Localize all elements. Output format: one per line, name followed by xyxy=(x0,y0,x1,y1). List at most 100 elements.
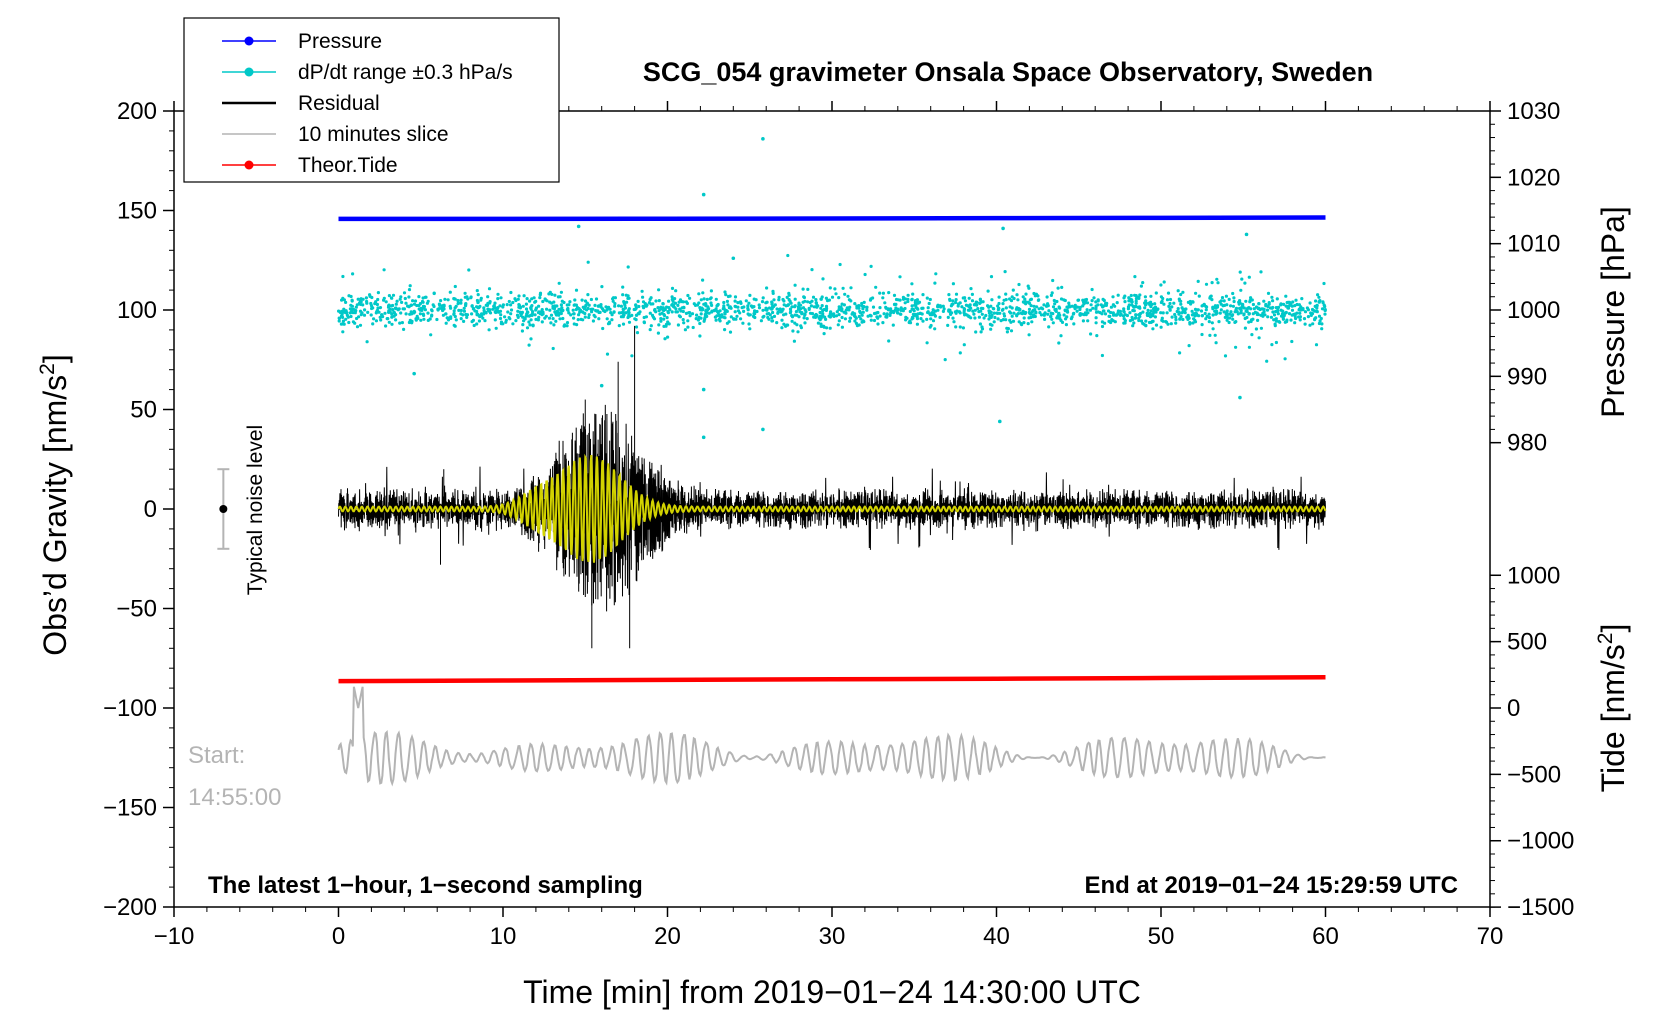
dpdt-point xyxy=(453,324,457,328)
dpdt-point xyxy=(423,295,427,299)
dpdt-point xyxy=(671,304,676,309)
dpdt-point xyxy=(392,311,396,315)
dpdt-point xyxy=(822,332,826,336)
dpdt-point xyxy=(1050,291,1054,295)
dpdt-point xyxy=(1299,308,1303,312)
dpdt-point xyxy=(1064,317,1068,321)
dpdt-point xyxy=(692,302,696,306)
dpdt-point xyxy=(906,297,910,301)
dpdt-point xyxy=(910,304,914,308)
dpdt-point xyxy=(1123,319,1127,323)
annotation-end-time: End at 2019−01−24 15:29:59 UTC xyxy=(1084,872,1458,899)
dpdt-point xyxy=(1136,305,1140,309)
dpdt-point xyxy=(1168,301,1172,306)
dpdt-point xyxy=(714,307,718,311)
dpdt-point xyxy=(742,305,746,309)
dpdt-point xyxy=(1148,311,1152,315)
dpdt-point xyxy=(1219,308,1223,312)
dpdt-point xyxy=(898,275,902,279)
dpdt-point xyxy=(896,311,900,315)
dpdt-point xyxy=(805,317,809,321)
dpdt-point xyxy=(373,302,377,306)
dpdt-point xyxy=(1012,311,1016,315)
series-dpdt xyxy=(337,137,1327,440)
dpdt-point xyxy=(1042,313,1046,317)
dpdt-point xyxy=(644,304,648,308)
dpdt-point xyxy=(775,321,779,325)
dpdt-point xyxy=(1101,305,1105,309)
dpdt-point xyxy=(1111,303,1115,307)
dpdt-point xyxy=(812,305,816,309)
dpdt-point xyxy=(1066,305,1070,309)
dpdt-point xyxy=(1314,343,1319,347)
dpdt-point xyxy=(969,306,973,310)
dpdt-point xyxy=(925,296,929,300)
dpdt-point xyxy=(884,314,889,318)
y-axis-title-gravity: Obs’d Gravity [nm/s2] xyxy=(36,354,73,656)
dpdt-point xyxy=(1180,306,1184,310)
dpdt-point xyxy=(1122,310,1126,314)
dpdt-point xyxy=(926,306,930,310)
dpdt-point xyxy=(494,310,498,315)
dpdt-point xyxy=(529,337,533,341)
dpdt-point xyxy=(951,302,955,306)
dpdt-point xyxy=(779,310,783,314)
dpdt-point xyxy=(1073,307,1077,311)
dpdt-point xyxy=(733,304,737,308)
dpdt-point xyxy=(464,304,468,308)
dpdt-point xyxy=(958,301,962,305)
dpdt-point xyxy=(390,322,394,326)
dpdt-point xyxy=(1133,316,1137,320)
dpdt-point xyxy=(889,311,893,315)
dpdt-point xyxy=(469,295,473,299)
dpdt-point xyxy=(437,307,441,311)
dpdt-point xyxy=(514,319,518,323)
dpdt-point xyxy=(1222,310,1226,314)
dpdt-point xyxy=(544,314,548,318)
dpdt-point xyxy=(1094,304,1098,308)
dpdt-point xyxy=(657,323,661,327)
dpdt-point xyxy=(1210,321,1214,325)
dpdt-point xyxy=(1056,316,1060,320)
dpdt-point xyxy=(1199,309,1204,313)
dpdt-point xyxy=(738,311,742,315)
dpdt-point xyxy=(1317,314,1322,318)
dpdt-point xyxy=(1295,302,1299,307)
dpdt-point xyxy=(621,322,626,326)
dpdt-point xyxy=(853,302,857,306)
dpdt-point xyxy=(366,310,370,314)
dpdt-point xyxy=(1228,316,1232,320)
series-residual xyxy=(338,404,1326,612)
dpdt-point xyxy=(997,295,1001,299)
dpdt-point xyxy=(715,309,719,313)
dpdt-point xyxy=(1139,319,1144,323)
dpdt-point xyxy=(793,283,797,287)
dpdt-point xyxy=(394,302,398,306)
dpdt-point xyxy=(1023,297,1027,301)
dpdt-outlier xyxy=(599,383,604,388)
legend-label: 10 minutes slice xyxy=(298,123,449,146)
dpdt-point xyxy=(529,318,533,322)
dpdt-point xyxy=(1275,319,1279,323)
dpdt-point xyxy=(796,305,801,309)
dpdt-point xyxy=(799,326,804,330)
dpdt-point xyxy=(1151,327,1155,331)
dpdt-point xyxy=(1266,304,1270,309)
dpdt-point xyxy=(1248,300,1252,304)
dpdt-point xyxy=(657,299,661,303)
dpdt-point xyxy=(1319,316,1323,321)
dpdt-point xyxy=(634,306,638,310)
dpdt-point xyxy=(1284,294,1288,298)
dpdt-point xyxy=(552,300,556,304)
dpdt-point xyxy=(847,298,852,302)
dpdt-point xyxy=(1147,320,1152,325)
dpdt-point xyxy=(1100,324,1105,329)
dpdt-point xyxy=(1039,306,1043,310)
x-tick-label: 40 xyxy=(983,923,1010,950)
series-lowpass xyxy=(337,453,1327,563)
y-tick-label: −200 xyxy=(103,894,157,921)
dpdt-point xyxy=(1170,305,1174,309)
dpdt-point xyxy=(813,315,818,319)
dpdt-outlier xyxy=(1001,226,1005,231)
dpdt-point xyxy=(1245,309,1249,314)
